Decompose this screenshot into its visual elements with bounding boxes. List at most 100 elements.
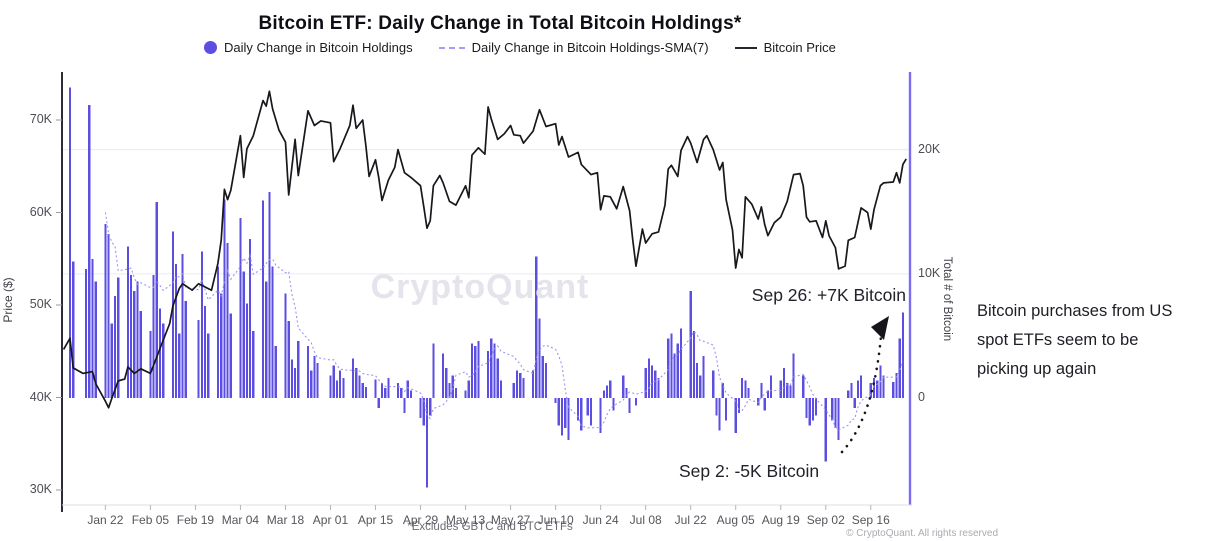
annotation-sep26: Sep 26: +7K Bitcoin bbox=[751, 285, 906, 305]
x-axis-tick-label: Mar 04 bbox=[221, 513, 260, 527]
annotation-sep2: Sep 2: -5K Bitcoin bbox=[679, 461, 820, 481]
daily-change-bar bbox=[265, 281, 268, 398]
copyright-notice: © CryptoQuant. All rights reserved bbox=[846, 528, 998, 539]
daily-change-bar bbox=[313, 355, 316, 398]
daily-change-bar bbox=[419, 398, 422, 418]
daily-change-bar bbox=[384, 388, 387, 398]
daily-change-bar bbox=[464, 390, 467, 398]
legend: Daily Change in Bitcoin Holdings Daily C… bbox=[204, 40, 836, 55]
daily-change-bar bbox=[493, 343, 496, 398]
daily-change-bar bbox=[580, 398, 583, 431]
daily-change-bar bbox=[557, 398, 560, 426]
daily-change-bar bbox=[622, 375, 625, 398]
right-axis-title: Total # of Bitcoin bbox=[941, 256, 953, 342]
x-axis-tick-label: Jul 22 bbox=[674, 513, 707, 527]
daily-change-bar bbox=[310, 370, 313, 398]
daily-change-bar bbox=[306, 345, 310, 398]
legend-item-daily-change: Daily Change in Bitcoin Holdings bbox=[204, 40, 413, 55]
daily-change-bar bbox=[374, 379, 377, 398]
daily-change-bar bbox=[872, 378, 876, 398]
daily-change-bar bbox=[892, 381, 895, 398]
daily-change-bar bbox=[287, 320, 290, 398]
daily-change-bar bbox=[644, 368, 647, 398]
daily-change-bar bbox=[496, 358, 499, 398]
daily-change-bar bbox=[200, 251, 203, 398]
daily-change-bar bbox=[782, 368, 786, 398]
daily-change-bar bbox=[567, 398, 570, 441]
daily-change-bar bbox=[541, 355, 544, 398]
daily-change-bar bbox=[657, 378, 660, 398]
side-note-line-1: Bitcoin purchases from US bbox=[977, 302, 1173, 320]
daily-change-bar bbox=[486, 350, 490, 398]
daily-change-bar bbox=[203, 306, 207, 398]
legend-item-price: Bitcoin Price bbox=[734, 40, 836, 55]
daily-change-bar bbox=[339, 370, 342, 398]
daily-change-bar bbox=[602, 390, 605, 398]
daily-change-bar bbox=[853, 398, 856, 408]
left-axis-tick-label: 60K bbox=[29, 204, 52, 219]
daily-change-bar bbox=[477, 340, 480, 398]
daily-change-bar bbox=[470, 343, 474, 398]
annotation-arrowhead-icon bbox=[871, 316, 889, 340]
daily-change-bar bbox=[72, 261, 75, 398]
daily-change-bar bbox=[519, 373, 522, 398]
x-axis-tick-label: Apr 29 bbox=[402, 513, 439, 527]
daily-change-bar bbox=[329, 375, 332, 398]
daily-change-bar bbox=[358, 375, 361, 398]
daily-change-bar bbox=[342, 378, 345, 398]
daily-change-bar bbox=[860, 375, 863, 398]
annotation-arrow bbox=[840, 334, 883, 454]
x-axis-tick-label: Jun 24 bbox=[582, 513, 619, 527]
chart-title: Bitcoin ETF: Daily Change in Total Bitco… bbox=[258, 13, 742, 34]
daily-change-bar bbox=[152, 275, 155, 398]
x-axis-tick-label: Jun 10 bbox=[537, 513, 574, 527]
daily-change-bar bbox=[252, 330, 255, 398]
sma-line bbox=[104, 212, 904, 431]
right-axis-tick-label: 0 bbox=[918, 390, 925, 404]
daily-change-bar bbox=[274, 345, 277, 398]
daily-change-bar bbox=[110, 323, 113, 398]
daily-change-bar bbox=[747, 388, 750, 398]
daily-change-bar bbox=[650, 365, 654, 398]
x-axis-tick-label: Aug 05 bbox=[716, 513, 755, 527]
daily-change-bar bbox=[248, 239, 252, 398]
daily-change-bar bbox=[689, 291, 692, 398]
legend-item-sma: Daily Change in Bitcoin Holdings-SMA(7) bbox=[438, 40, 709, 55]
side-note-line-3: picking up again bbox=[977, 360, 1097, 378]
daily-change-bar bbox=[377, 398, 380, 408]
daily-change-bar bbox=[474, 345, 477, 398]
daily-change-bar bbox=[425, 398, 429, 488]
daily-change-bar bbox=[654, 370, 657, 398]
daily-change-bar bbox=[117, 277, 120, 398]
daily-change-bar bbox=[850, 383, 853, 398]
daily-change-bar bbox=[155, 201, 158, 398]
daily-change-bar bbox=[226, 242, 229, 398]
x-axis-tick-label: Mar 18 bbox=[266, 513, 305, 527]
daily-change-bar bbox=[560, 398, 564, 436]
price-line bbox=[62, 90, 907, 409]
daily-change-bar bbox=[515, 370, 519, 398]
daily-change-bar bbox=[454, 388, 458, 398]
daily-change-bar bbox=[406, 380, 409, 398]
x-axis-tick-label: Sep 16 bbox=[851, 513, 890, 527]
daily-change-bar bbox=[223, 199, 226, 398]
daily-change-bar bbox=[139, 311, 142, 398]
daily-change-bar bbox=[779, 380, 782, 398]
daily-change-bar bbox=[107, 234, 110, 398]
daily-change-bar bbox=[605, 385, 609, 398]
daily-change-bar bbox=[499, 380, 503, 398]
daily-change-bar bbox=[792, 353, 795, 398]
daily-change-bar bbox=[586, 398, 589, 416]
daily-change-bar bbox=[760, 383, 763, 398]
daily-change-bar bbox=[676, 343, 679, 398]
daily-change-bar bbox=[207, 333, 210, 398]
daily-change-bar bbox=[396, 383, 400, 398]
daily-change-bar bbox=[432, 343, 435, 398]
daily-change-bar bbox=[68, 87, 72, 398]
x-axis-tick-label: May 27 bbox=[490, 513, 531, 527]
daily-change-bar bbox=[628, 398, 631, 413]
side-note-line-2: spot ETFs seem to be bbox=[977, 331, 1139, 349]
daily-change-bar bbox=[815, 398, 818, 416]
